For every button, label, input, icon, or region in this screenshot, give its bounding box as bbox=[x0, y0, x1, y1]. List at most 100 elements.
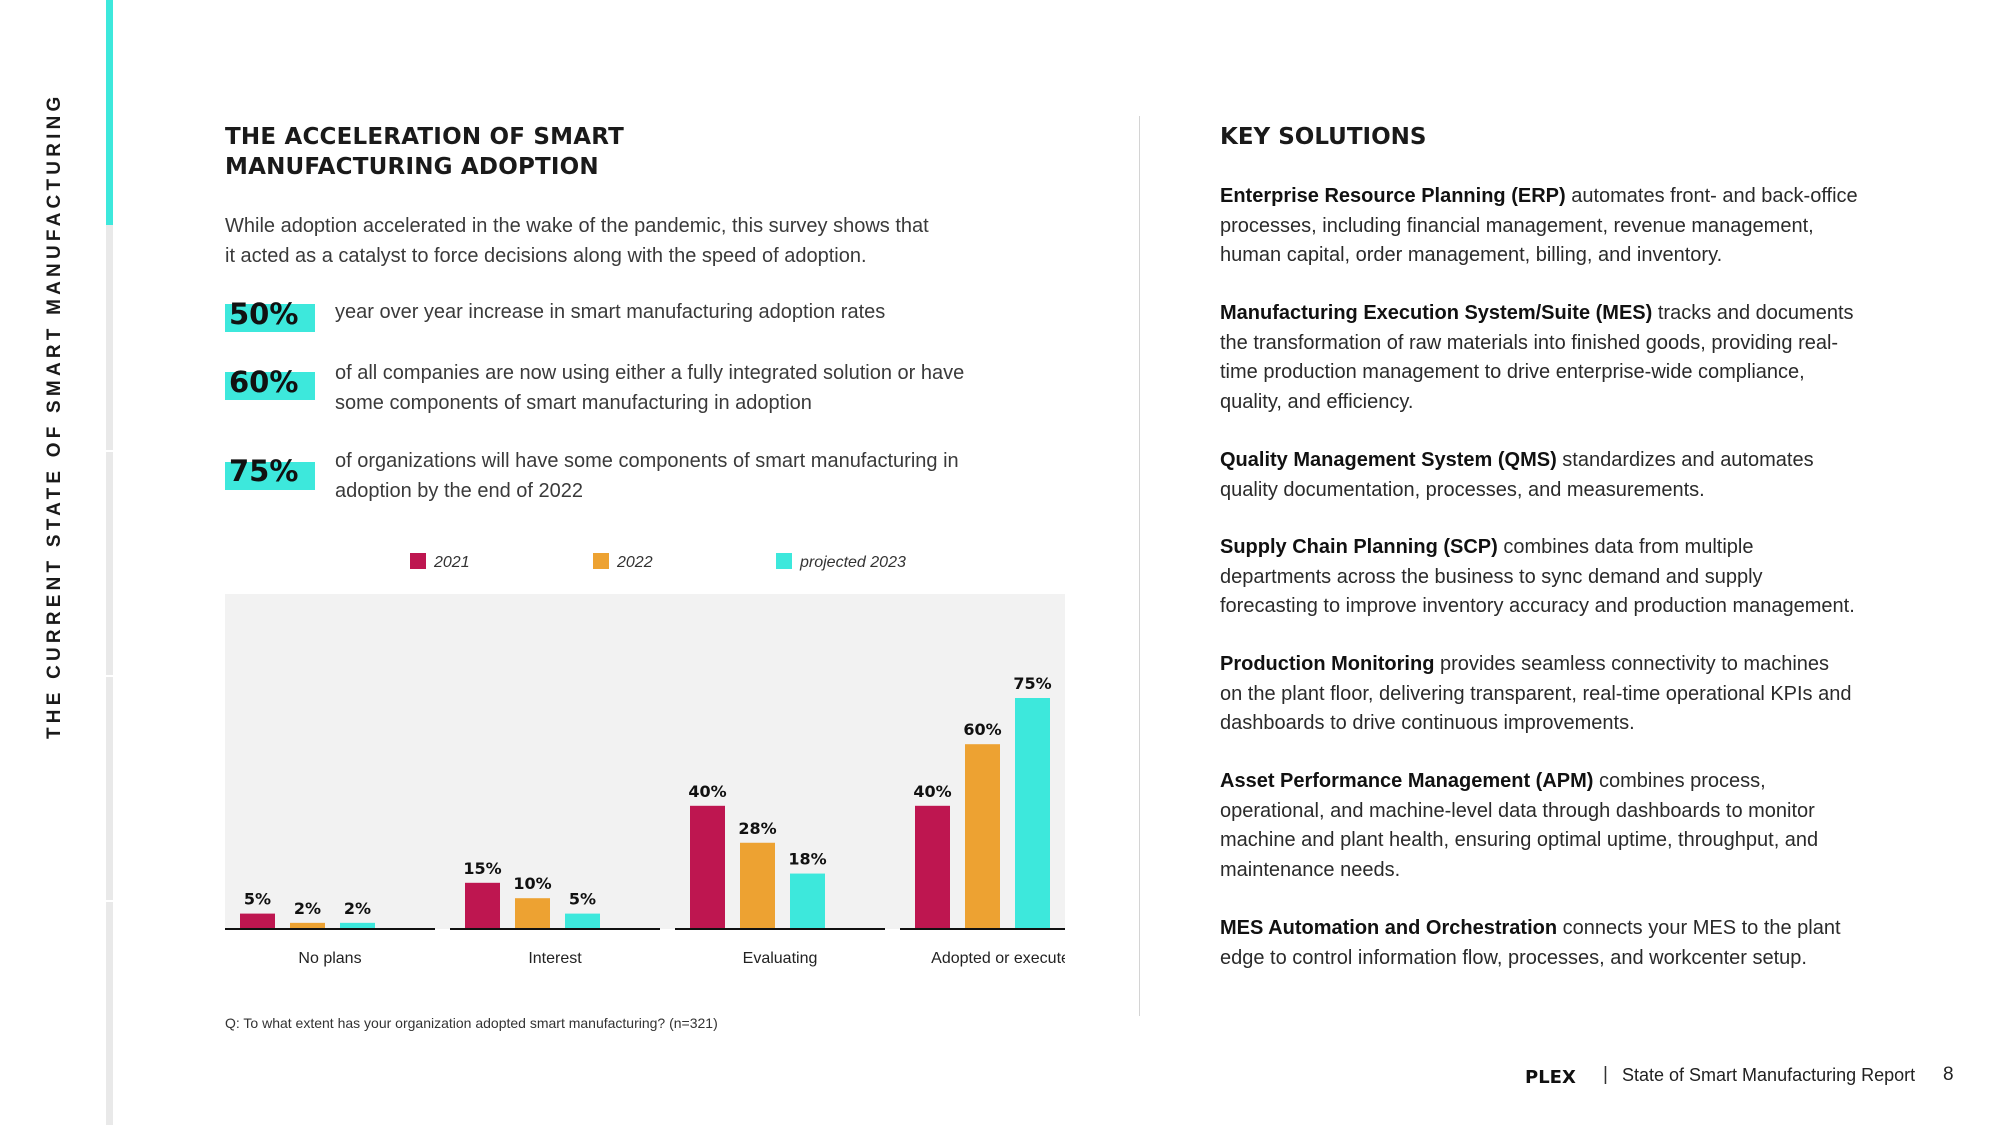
stat-line: of organizations will have some componen… bbox=[335, 450, 959, 472]
legend-item: 2021 bbox=[410, 551, 470, 575]
bar bbox=[740, 842, 775, 929]
intro-line: While adoption accelerated in the wake o… bbox=[225, 215, 929, 237]
footer-separator: | bbox=[1603, 1064, 1608, 1085]
category-label: Adopted or executed bbox=[931, 950, 1065, 967]
solution-apm: Asset Performance Management (APM) combi… bbox=[1220, 767, 1920, 885]
chart-footnote: Q: To what extent has your organization … bbox=[225, 1015, 718, 1031]
adoption-bar-chart: 5% 2% 2% No plans 15% 10% 5% Interest 40% 28% 18% E… bbox=[225, 594, 1065, 967]
stat-description: of all companies are now using either a … bbox=[335, 359, 1035, 418]
rail-accent bbox=[106, 0, 113, 225]
section-title-line: MANUFACTURING ADOPTION bbox=[225, 154, 599, 180]
page-footer: PLEX | State of Smart Manufacturing Repo… bbox=[1525, 1060, 1975, 1090]
bar-value-label: 28% bbox=[738, 819, 776, 838]
solution-text: departments across the business to sync … bbox=[1220, 565, 1763, 588]
bar-value-label: 60% bbox=[963, 720, 1001, 739]
section-title-line: THE ACCELERATION OF SMART bbox=[225, 124, 624, 150]
solution-mes: Manufacturing Execution System/Suite (ME… bbox=[1220, 299, 1920, 417]
bar-value-label: 10% bbox=[513, 874, 551, 893]
solution-qms: Quality Management System (QMS) standard… bbox=[1220, 446, 1920, 505]
rail-tick bbox=[106, 675, 113, 677]
solution-text: standardizes and automates bbox=[1556, 449, 1814, 471]
stat-value: 50% bbox=[229, 297, 299, 331]
intro-paragraph: While adoption accelerated in the wake o… bbox=[225, 212, 1015, 271]
legend-label: 2021 bbox=[434, 554, 470, 571]
solution-text: connects your MES to the plant bbox=[1557, 917, 1841, 939]
category-label: Evaluating bbox=[743, 950, 818, 967]
solution-scp: Supply Chain Planning (SCP) combines dat… bbox=[1220, 533, 1920, 622]
legend-swatch bbox=[410, 553, 426, 569]
solution-name: Asset Performance Management (APM) bbox=[1220, 770, 1594, 792]
stat-line: some components of smart manufacturing i… bbox=[335, 391, 812, 414]
bar bbox=[465, 882, 500, 929]
legend-label: 2022 bbox=[617, 554, 653, 571]
stat-highlight bbox=[225, 372, 315, 400]
solution-name: MES Automation and Orchestration bbox=[1220, 917, 1558, 939]
bar-value-label: 40% bbox=[688, 782, 726, 801]
solution-text: edge to control information flow, proces… bbox=[1220, 946, 1807, 969]
bar bbox=[290, 922, 325, 929]
stat-item: 75% of organizations will have some comp… bbox=[225, 447, 1045, 507]
bar-value-label: 5% bbox=[244, 890, 271, 909]
rail-tick bbox=[106, 450, 113, 452]
bar bbox=[790, 873, 825, 929]
bar bbox=[1015, 698, 1050, 929]
intro-line: it acted as a catalyst to force decision… bbox=[225, 244, 867, 267]
plex-logo: PLEX bbox=[1525, 1068, 1576, 1084]
stat-line: adoption by the end of 2022 bbox=[335, 479, 583, 502]
sidebar-title: THE CURRENT STATE OF SMART MANUFACTURING bbox=[44, 92, 65, 740]
solution-text: operational, and machine-level data thro… bbox=[1220, 799, 1815, 822]
solution-text: maintenance needs. bbox=[1220, 858, 1401, 881]
report-name: State of Smart Manufacturing Report bbox=[1622, 1065, 1916, 1085]
legend-label: projected 2023 bbox=[800, 554, 906, 571]
solution-name: Quality Management System (QMS) bbox=[1220, 449, 1557, 471]
stat-item: 50% year over year increase in smart man… bbox=[225, 297, 1045, 358]
solution-name: Supply Chain Planning (SCP) bbox=[1220, 536, 1498, 558]
bar bbox=[915, 805, 950, 929]
page-number: 8 bbox=[1943, 1064, 1954, 1085]
solution-text: processes, including financial managemen… bbox=[1220, 214, 1814, 237]
stat-value: 60% bbox=[229, 365, 299, 399]
category-label: Interest bbox=[528, 950, 582, 967]
bar-value-label: 15% bbox=[463, 859, 501, 878]
solution-text: quality, and efficiency. bbox=[1220, 390, 1414, 413]
bar-value-label: 75% bbox=[1013, 674, 1051, 693]
solution-text: machine and plant health, ensuring optim… bbox=[1220, 829, 1819, 851]
solution-text: tracks and documents bbox=[1652, 302, 1854, 324]
solution-text: on the plant floor, delivering transpare… bbox=[1220, 682, 1852, 705]
solution-production-monitoring: Production Monitoring provides seamless … bbox=[1220, 650, 1920, 739]
bar bbox=[565, 913, 600, 929]
solution-text: human capital, order management, billing… bbox=[1220, 244, 1723, 266]
bar bbox=[965, 744, 1000, 929]
solution-erp: Enterprise Resource Planning (ERP) autom… bbox=[1220, 182, 1920, 271]
bar bbox=[240, 913, 275, 929]
solution-text: the transformation of raw materials into… bbox=[1220, 331, 1839, 354]
stat-highlight bbox=[225, 304, 315, 332]
bar bbox=[515, 898, 550, 929]
legend-swatch bbox=[593, 553, 609, 569]
stat-description: of organizations will have some componen… bbox=[335, 447, 1035, 506]
bar bbox=[340, 922, 375, 929]
stat-description: year over year increase in smart manufac… bbox=[335, 298, 1035, 328]
solution-text: forecasting to improve inventory accurac… bbox=[1220, 595, 1855, 617]
category-label: No plans bbox=[298, 950, 361, 967]
solution-name: Manufacturing Execution System/Suite (ME… bbox=[1220, 302, 1653, 324]
rail-tick bbox=[106, 900, 113, 902]
bar-value-label: 2% bbox=[294, 899, 321, 918]
legend-item: 2022 bbox=[593, 551, 653, 575]
section-title: THE ACCELERATION OF SMART MANUFACTURING … bbox=[225, 122, 785, 182]
solution-text: time production management to drive ente… bbox=[1220, 361, 1805, 383]
bar-value-label: 40% bbox=[913, 782, 951, 801]
solution-mes-automation: MES Automation and Orchestration connect… bbox=[1220, 914, 1920, 973]
column-divider bbox=[1139, 116, 1140, 1016]
stat-line: of all companies are now using either a … bbox=[335, 362, 965, 384]
stat-line: year over year increase in smart manufac… bbox=[335, 301, 886, 323]
plex-logo-text: PLEX bbox=[1525, 1068, 1576, 1084]
solution-name: Enterprise Resource Planning (ERP) bbox=[1220, 185, 1566, 207]
stat-item: 60% of all companies are now using eithe… bbox=[225, 359, 1045, 419]
legend-swatch bbox=[776, 553, 792, 569]
side-rail bbox=[106, 0, 113, 1125]
solution-text: automates front- and back-office bbox=[1565, 185, 1858, 207]
bar-value-label: 2% bbox=[344, 899, 371, 918]
solution-text: provides seamless connectivity to machin… bbox=[1434, 653, 1830, 675]
chart-legend: 2021 2022 projected 2023 bbox=[410, 551, 1010, 575]
